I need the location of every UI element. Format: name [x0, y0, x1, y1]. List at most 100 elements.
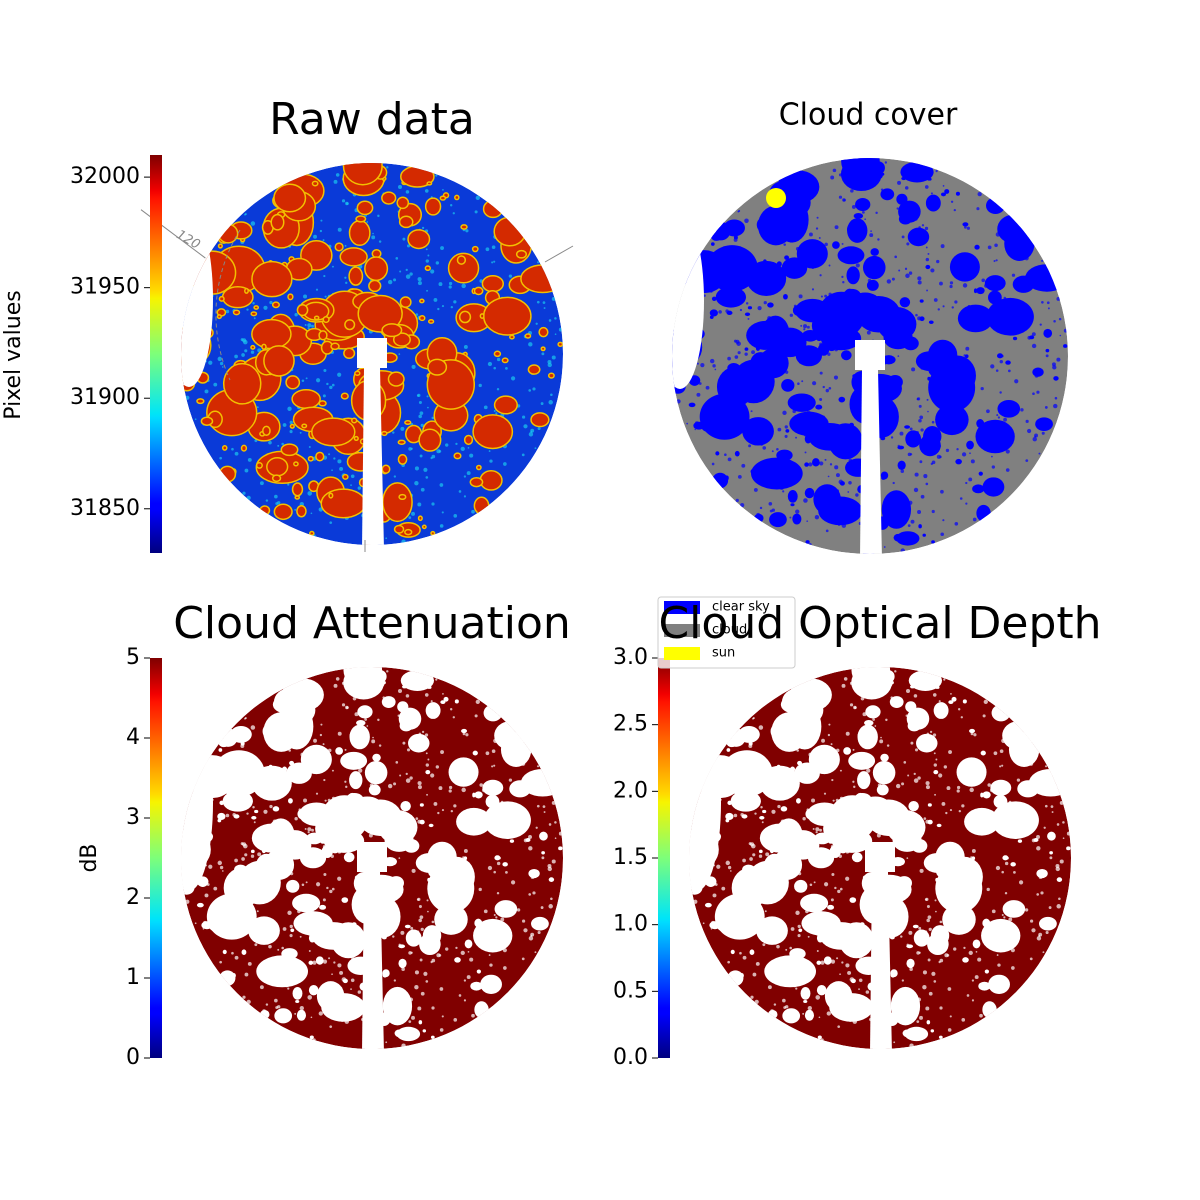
cloud-gap: [892, 334, 910, 348]
cloud-gap: [273, 503, 293, 521]
cloud-gap: [1032, 367, 1044, 377]
cloud-gap: [405, 929, 422, 947]
cloud-gap: [547, 372, 555, 379]
cloud-gap: [271, 474, 282, 483]
texture-dot: [307, 491, 313, 496]
cloud-gap: [849, 897, 857, 903]
texture-dot: [354, 712, 359, 717]
cloud-gap: [475, 464, 482, 471]
cloud-gap: [399, 998, 406, 1004]
texture-dot: [807, 935, 810, 938]
texture-dot: [908, 930, 913, 935]
cloud-gap: [855, 197, 871, 212]
texture-dot: [812, 381, 817, 386]
texture-dot: [742, 955, 747, 960]
texture-dot: [763, 300, 767, 305]
cloud-gap: [419, 298, 425, 304]
cloud-gap: [880, 753, 889, 762]
texture-dot: [475, 699, 480, 704]
cloud-gap: [779, 718, 792, 734]
texture-dot: [357, 990, 362, 994]
texture-dot: [185, 395, 190, 400]
texture-dot: [420, 487, 425, 492]
texture-dot: [811, 288, 815, 291]
cloud-gap: [803, 999, 808, 1003]
texture-dot: [540, 402, 544, 406]
texture-dot: [927, 410, 929, 413]
texture-dot: [548, 400, 553, 405]
texture-dot: [806, 325, 810, 329]
cloud-gap: [453, 452, 462, 460]
cloud-gap: [688, 375, 701, 386]
cloud-gap: [443, 696, 449, 702]
texture-dot: [918, 926, 922, 930]
sky-image: [689, 667, 1071, 1049]
texture-dot: [821, 738, 825, 743]
texture-dot: [225, 309, 230, 314]
texture-dot: [949, 1015, 952, 1018]
texture-dot: [740, 503, 745, 508]
cloud-gap: [493, 350, 502, 358]
cloud-gap: [286, 879, 300, 893]
texture-dot: [366, 221, 369, 223]
cloud-gap: [810, 316, 815, 321]
texture-dot: [435, 261, 440, 265]
cloud-gap: [428, 823, 434, 828]
texture-dot: [475, 195, 480, 200]
cloud-gap: [364, 256, 389, 282]
texture-dot: [890, 436, 894, 439]
texture-dot: [917, 776, 921, 780]
texture-dot: [244, 468, 249, 473]
cloud-gap: [482, 296, 532, 336]
texture-dot: [415, 313, 419, 316]
cloud-gap: [900, 161, 934, 183]
cloud-gap: [254, 809, 259, 814]
texture-dot: [268, 944, 272, 949]
texture-dot: [933, 752, 936, 755]
texture-dot: [242, 995, 246, 999]
cloud-gap: [348, 266, 364, 286]
texture-dot: [950, 200, 954, 203]
texture-dot: [870, 230, 872, 232]
cloud-gap: [408, 733, 430, 753]
texture-dot: [789, 946, 792, 950]
cloud-gap: [982, 314, 986, 319]
texture-dot: [948, 750, 952, 754]
cloud-gap: [458, 310, 472, 324]
cloud-gap: [964, 807, 1000, 836]
texture-dot: [488, 450, 491, 452]
cloud-gap: [975, 419, 1015, 454]
texture-dot: [253, 821, 256, 824]
cloud-gap: [949, 252, 980, 282]
texture-dot: [1041, 300, 1044, 304]
cloud-gap: [398, 958, 407, 969]
cloud-gap: [800, 893, 829, 913]
texture-dot: [783, 243, 786, 246]
texture-dot: [289, 430, 293, 434]
texture-dot: [964, 225, 967, 229]
texture-dot: [909, 427, 913, 431]
texture-dot: [463, 475, 467, 478]
texture-dot: [536, 300, 540, 304]
cloud-gap: [774, 961, 796, 980]
texture-dot: [326, 382, 329, 386]
texture-dot: [949, 281, 954, 285]
texture-dot: [505, 367, 508, 370]
cloud-gap: [769, 848, 774, 854]
texture-dot: [455, 946, 458, 950]
texture-dot: [400, 426, 405, 431]
texture-dot: [250, 350, 255, 354]
texture-dot: [925, 482, 929, 486]
texture-dot: [219, 960, 222, 964]
texture-dot: [329, 521, 333, 525]
texture-dot: [503, 462, 507, 466]
cloud-gap: [251, 260, 293, 298]
texture-dot: [1036, 893, 1040, 896]
texture-dot: [822, 385, 825, 389]
texture-dot: [789, 516, 792, 519]
colorbar-label: Pixel values: [1, 290, 26, 419]
texture-dot: [414, 466, 419, 471]
cloud-gap: [808, 177, 814, 182]
texture-dot: [824, 458, 827, 461]
cloud-gap: [988, 974, 1010, 994]
